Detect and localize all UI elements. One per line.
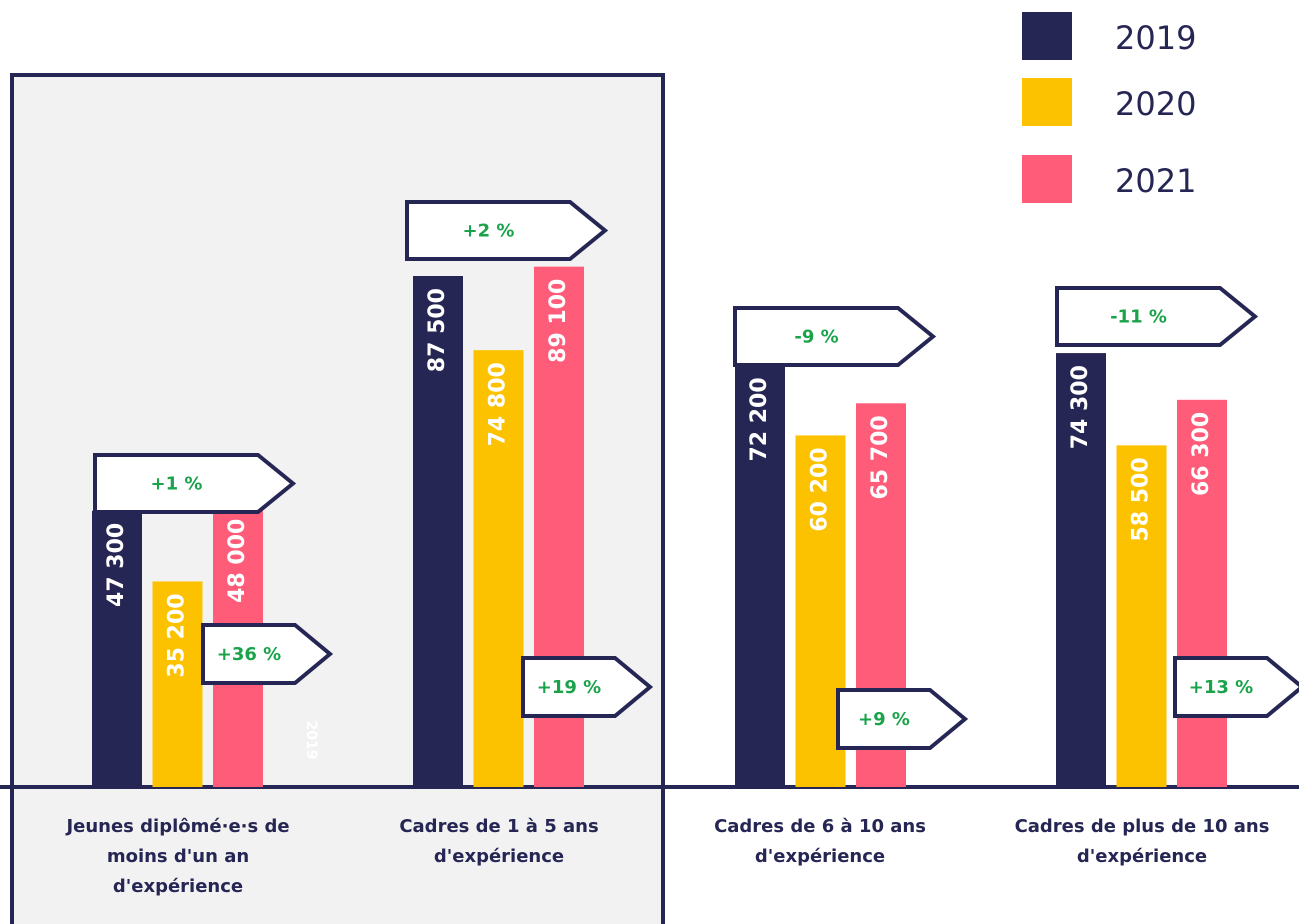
value-label: 47 300 xyxy=(104,523,129,607)
change-bottom-box xyxy=(836,688,969,750)
legend-label: 2020 xyxy=(1115,85,1196,123)
bar xyxy=(1116,445,1167,787)
value-label: 65 700 xyxy=(868,415,893,499)
change-bottom: +13 % xyxy=(1189,677,1253,698)
value-label: 72 200 xyxy=(747,377,772,461)
x-tick-label: Cadres de 6 à 10 ans d'expérience xyxy=(714,816,926,867)
change-top: -9 % xyxy=(794,327,838,348)
value-label: 48 000 xyxy=(225,519,250,603)
legend-swatch xyxy=(1022,12,1072,60)
bar xyxy=(473,350,524,787)
bar xyxy=(152,581,203,787)
change-top: +2 % xyxy=(463,221,515,242)
change-top: -11 % xyxy=(1110,307,1167,328)
ghost-label: 2019 xyxy=(303,721,319,760)
change-bottom: +36 % xyxy=(217,644,281,665)
value-label: 87 500 xyxy=(425,288,450,372)
value-label: 66 300 xyxy=(1189,412,1214,496)
value-label: 74 300 xyxy=(1068,365,1093,449)
x-tick-label: Jeunes diplômé·e·s de moins d'un an d'ex… xyxy=(66,816,290,897)
change-top: +1 % xyxy=(151,474,203,495)
change-bottom-box xyxy=(1173,656,1299,718)
change-top-box xyxy=(733,306,937,367)
legend-swatch xyxy=(1022,155,1072,203)
value-label: 74 800 xyxy=(486,362,511,446)
bar xyxy=(1177,399,1227,787)
change-top-box xyxy=(405,200,609,261)
value-label: 60 200 xyxy=(808,447,833,531)
change-bottom: +9 % xyxy=(858,709,910,730)
x-tick-label: Cadres de plus de 10 ans d'expérience xyxy=(1014,816,1270,867)
bar xyxy=(92,510,142,787)
x-tick-label: Cadres de 1 à 5 ans d'expérience xyxy=(399,816,599,867)
change-bottom-box xyxy=(201,623,334,685)
value-label: 58 500 xyxy=(1129,457,1154,541)
bar xyxy=(735,365,785,787)
bar xyxy=(413,276,463,787)
bar xyxy=(1056,353,1106,787)
value-label: 89 100 xyxy=(546,279,571,363)
change-bottom-box xyxy=(521,656,654,718)
value-label: 35 200 xyxy=(165,593,190,677)
change-top-box xyxy=(93,453,297,514)
change-top-box xyxy=(1055,286,1259,347)
legend-label: 2019 xyxy=(1115,19,1196,57)
legend-label: 2021 xyxy=(1115,162,1196,200)
change-bottom: +19 % xyxy=(537,677,601,698)
legend-swatch xyxy=(1022,78,1072,126)
